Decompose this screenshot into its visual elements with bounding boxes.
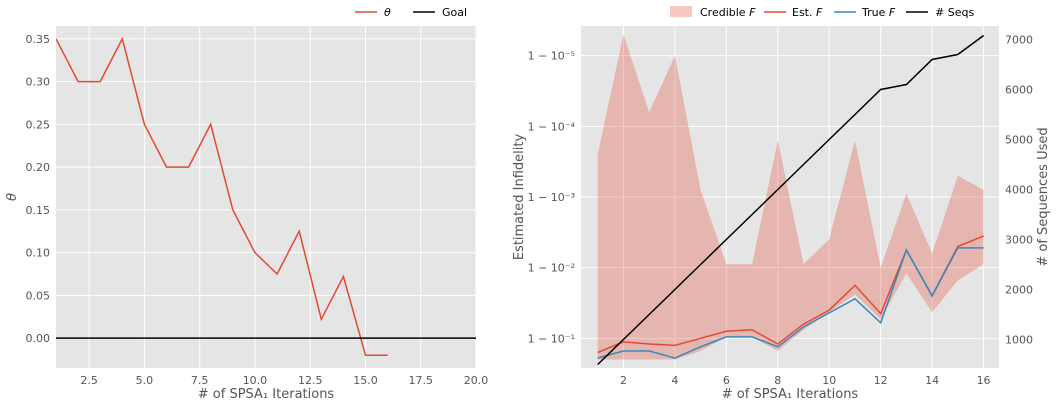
x-tick-label: 12 [874,374,888,387]
y2-tick-label: 6000 [1005,84,1033,97]
x-tick-label: 10.0 [243,374,268,387]
legend-label-seqs: # Seqs [935,6,974,19]
x-tick-label: 20.0 [464,374,489,387]
x-tick-label: 2.5 [80,374,98,387]
legend-swatch-credible [670,6,692,17]
y-tick-label: 0.35 [26,33,51,46]
y-tick-label: 1 − 10⁻⁴ [528,120,576,133]
y-tick-label: 0.25 [26,118,51,131]
gridlines [581,26,999,368]
sequences-line [597,34,985,366]
y-tick-label: 0.15 [26,204,51,217]
legend-label-theta: θ [384,6,391,19]
x-tick-label: 10 [822,374,836,387]
theta-chart: 2.5 5.0 7.5 10.0 12.5 15.0 17.5 20.0 0.000.050.… [5,6,488,402]
y2-tick-label: 3000 [1005,234,1033,247]
infidelity-chart: 2 4 6 8 10 12 14 16 1 − 10⁻¹1 − 10⁻²1 − 10⁻³1 −… [512,6,1051,402]
y-tick-label: 0.20 [26,161,51,174]
y-tick-label: 1 − 10⁻¹ [528,332,575,345]
legend: θ Goal [355,6,467,19]
legend-label-true: True F [861,6,896,19]
x-tick-label: 5.0 [136,374,154,387]
y-tick-label: 0.05 [26,289,51,302]
y-tick-label: 1 − 10⁻³ [528,191,575,204]
x-tick-label: 15.0 [353,374,378,387]
legend-label-goal: Goal [442,6,467,19]
y2-tick-label: 1000 [1005,334,1033,347]
y-axis-label-left: Estimated Infidelity [512,134,527,261]
x-axis-label: # of SPSA₁ Iterations [198,387,335,402]
x-axis-label: # of SPSA₁ Iterations [722,387,859,402]
x-tick-label: 4 [671,374,678,387]
x-tick-labels: 2 4 6 8 10 12 14 16 [620,374,991,387]
legend-label-est: Est. F [792,6,823,19]
y-tick-label: 0.10 [26,247,51,260]
y2-tick-label: 5000 [1005,134,1033,147]
y-tick-label: 0.30 [26,76,51,89]
y-tick-label: 1 − 10⁻² [528,262,575,275]
x-tick-label: 14 [925,374,939,387]
x-tick-label: 6 [723,374,730,387]
y-tick-label: 1 − 10⁻⁵ [528,50,575,63]
x-tick-label: 16 [977,374,991,387]
x-tick-label: 12.5 [298,374,323,387]
data-layer [56,36,476,356]
credible-band [597,34,984,360]
y2-tick-label: 7000 [1005,34,1033,47]
true-f-line [597,247,984,359]
legend-label-credible: Credible F [700,6,756,19]
x-tick-label: 17.5 [408,374,433,387]
theta-line [56,36,388,356]
x-tick-label: 2 [620,374,627,387]
y2-tick-label: 2000 [1005,284,1033,297]
y2-tick-label: 4000 [1005,184,1033,197]
y-tick-labels-right: 1000 2000 3000 4000 5000 6000 7000 [1005,34,1033,347]
plot-area-background [56,26,476,368]
y-tick-labels: 0.00 0.05 0.10 0.15 0.20 0.25 0.30 0.35 [26,33,51,345]
y-axis-label: θ [5,193,20,201]
x-tick-label: 8 [774,374,781,387]
y-tick-labels-left: 1 − 10⁻¹ 1 − 10⁻² 1 − 10⁻³ 1 − 10⁻⁴ 1 − 10⁻⁵ [528,50,576,346]
y-tick-label: 0.00 [26,332,51,345]
x-tick-labels: 2.5 5.0 7.5 10.0 12.5 15.0 17.5 20.0 [80,374,488,387]
data-layer [597,34,985,366]
gridlines [56,26,477,368]
y-axis-label-right: # of Sequences Used [1036,127,1051,266]
legend: Credible F Est. F True F # Seqs [670,6,974,19]
x-tick-label: 7.5 [191,374,209,387]
